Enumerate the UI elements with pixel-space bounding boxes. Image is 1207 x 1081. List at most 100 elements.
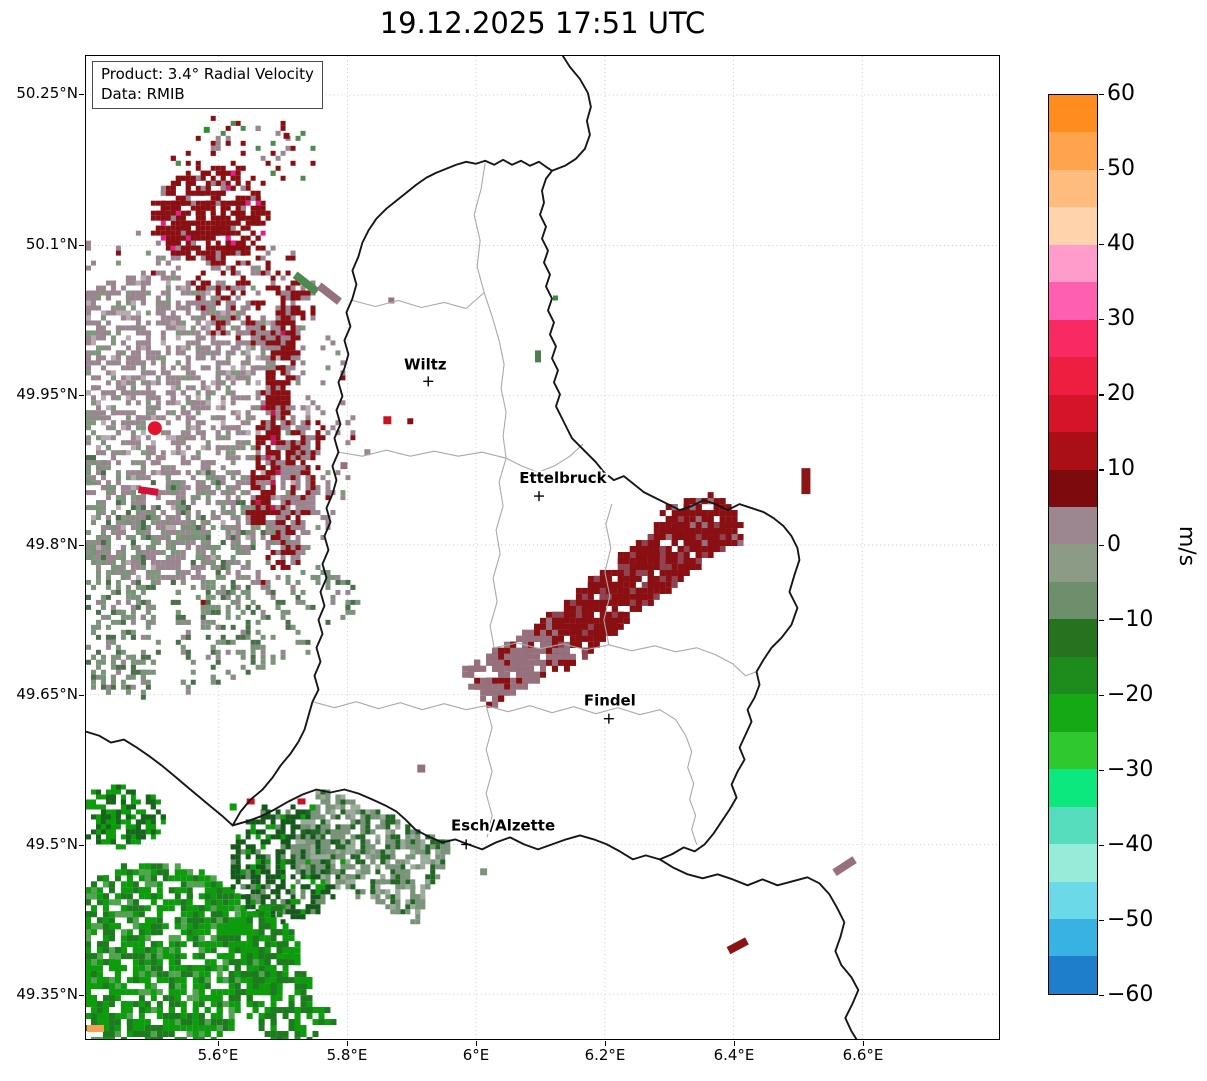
x-tick-label: 5.6°E xyxy=(197,1046,239,1064)
colorbar-segment xyxy=(1049,956,1097,994)
radar-echo-single xyxy=(417,764,426,773)
colorbar-tick-mark xyxy=(1099,469,1104,471)
y-tick-label: 49.8°N xyxy=(25,535,78,553)
radar-echo-single xyxy=(535,350,542,363)
radar-echo-single xyxy=(552,295,558,301)
colorbar xyxy=(1048,94,1098,995)
map-canvas: Wiltz Ettelbruck Findel Esch/Alzette xyxy=(86,56,999,1039)
x-tick-mark xyxy=(734,1041,736,1046)
colorbar-segment xyxy=(1049,619,1097,657)
colorbar-segment xyxy=(1049,244,1097,283)
city-label: Wiltz xyxy=(404,355,447,373)
radar-echo-single xyxy=(364,449,371,456)
city-labels: Wiltz Ettelbruck Findel Esch/Alzette xyxy=(402,354,638,850)
colorbar-tick-mark xyxy=(1099,919,1104,922)
colorbar-tick-label: 0 xyxy=(1107,531,1121,557)
colorbar-segment xyxy=(1049,656,1097,695)
colorbar-tick-mark xyxy=(1099,995,1104,997)
colorbar-segment xyxy=(1049,169,1097,208)
x-tick-label: 6.6°E xyxy=(842,1046,884,1064)
district-border xyxy=(603,503,613,645)
x-tick-label: 5.8°E xyxy=(326,1046,368,1064)
colorbar-tick-label: 10 xyxy=(1107,456,1135,482)
colorbar-tick-mark xyxy=(1099,319,1104,321)
colorbar-segment xyxy=(1049,319,1097,358)
radar-echo-single xyxy=(86,1025,104,1033)
city-marker xyxy=(603,713,614,724)
city-marker xyxy=(461,839,472,850)
district-border xyxy=(489,458,507,648)
radar-echo-single xyxy=(832,856,857,877)
colorbar-tick-label: −20 xyxy=(1107,681,1154,707)
radar-echo-single xyxy=(229,803,237,811)
city-marker xyxy=(534,491,544,502)
radar-echo-single xyxy=(297,798,306,805)
city-label: Ettelbruck xyxy=(519,469,607,487)
y-tick-label: 50.1°N xyxy=(25,235,78,253)
y-tick-mark xyxy=(79,545,84,547)
colorbar-tick-label: 40 xyxy=(1107,231,1135,257)
colorbar-segment xyxy=(1049,357,1097,395)
colorbar-tick-label: −50 xyxy=(1107,906,1154,932)
colorbar-unit-label: m/s xyxy=(1174,525,1199,567)
colorbar-tick-mark xyxy=(1099,694,1104,696)
neighboring-country-border xyxy=(551,56,592,172)
city-label: Esch/Alzette xyxy=(451,816,555,834)
colorbar-segment xyxy=(1049,506,1097,545)
radar-echo-single xyxy=(316,282,342,305)
district-border xyxy=(485,705,698,845)
colorbar-tick-mark xyxy=(1099,394,1104,396)
district-border xyxy=(473,162,507,459)
radar-echo-single xyxy=(203,126,210,133)
colorbar-tick-mark xyxy=(1099,769,1104,771)
colorbar-segment xyxy=(1049,731,1097,770)
x-tick-mark xyxy=(347,1041,349,1046)
neighboring-country-border xyxy=(86,730,234,827)
y-tick-mark xyxy=(79,845,84,847)
district-border xyxy=(352,292,485,310)
radar-echo-single xyxy=(309,804,316,811)
colorbar-tick-label: 30 xyxy=(1107,306,1135,332)
colorbar-segment xyxy=(1049,844,1097,882)
colorbar-tick-mark xyxy=(1099,94,1104,96)
colorbar-tick-label: −10 xyxy=(1107,606,1154,632)
colorbar-segment xyxy=(1049,207,1097,245)
x-tick-mark xyxy=(476,1041,478,1046)
y-tick-label: 49.5°N xyxy=(25,835,78,853)
colorbar-tick-label: 60 xyxy=(1107,81,1135,106)
radar-echo-single xyxy=(292,271,320,296)
colorbar-tick-label: 20 xyxy=(1107,381,1135,407)
colorbar-segment xyxy=(1049,918,1097,957)
product-info-box: Product: 3.4° Radial Velocity Data: RMIB xyxy=(92,61,323,109)
district-border xyxy=(485,705,493,838)
y-tick-mark xyxy=(79,94,84,96)
neighboring-country-border xyxy=(658,858,860,1039)
radar-echo-single xyxy=(340,462,348,470)
colorbar-segment xyxy=(1049,95,1097,133)
x-tick-label: 6.4°E xyxy=(713,1046,755,1064)
radar-echo-single xyxy=(726,937,749,955)
colorbar-segment xyxy=(1049,769,1097,807)
x-tick-label: 6°E xyxy=(462,1046,490,1064)
colorbar-tick-label: 50 xyxy=(1107,156,1135,182)
city-label: Findel xyxy=(584,692,636,710)
district-border xyxy=(505,443,584,473)
plot-title: 19.12.2025 17:51 UTC xyxy=(379,6,706,40)
map-plot-area: Wiltz Ettelbruck Findel Esch/Alzette Produc… xyxy=(85,55,1000,1040)
y-tick-mark xyxy=(79,245,84,247)
city-marker xyxy=(423,376,434,387)
colorbar-segment xyxy=(1049,469,1097,507)
radar-echo-single xyxy=(261,804,268,811)
radar-echoes xyxy=(86,115,857,1039)
colorbar-segment xyxy=(1049,694,1097,732)
colorbar-tick-mark xyxy=(1099,169,1104,171)
radar-echo-single xyxy=(388,297,395,304)
radar-echo-single xyxy=(407,418,414,425)
y-tick-label: 49.95°N xyxy=(16,385,78,403)
y-tick-mark xyxy=(79,395,84,397)
colorbar-segment xyxy=(1049,581,1097,620)
product-line: Product: 3.4° Radial Velocity xyxy=(101,65,314,83)
radar-echo-single xyxy=(283,132,290,139)
colorbar-segment xyxy=(1049,881,1097,919)
